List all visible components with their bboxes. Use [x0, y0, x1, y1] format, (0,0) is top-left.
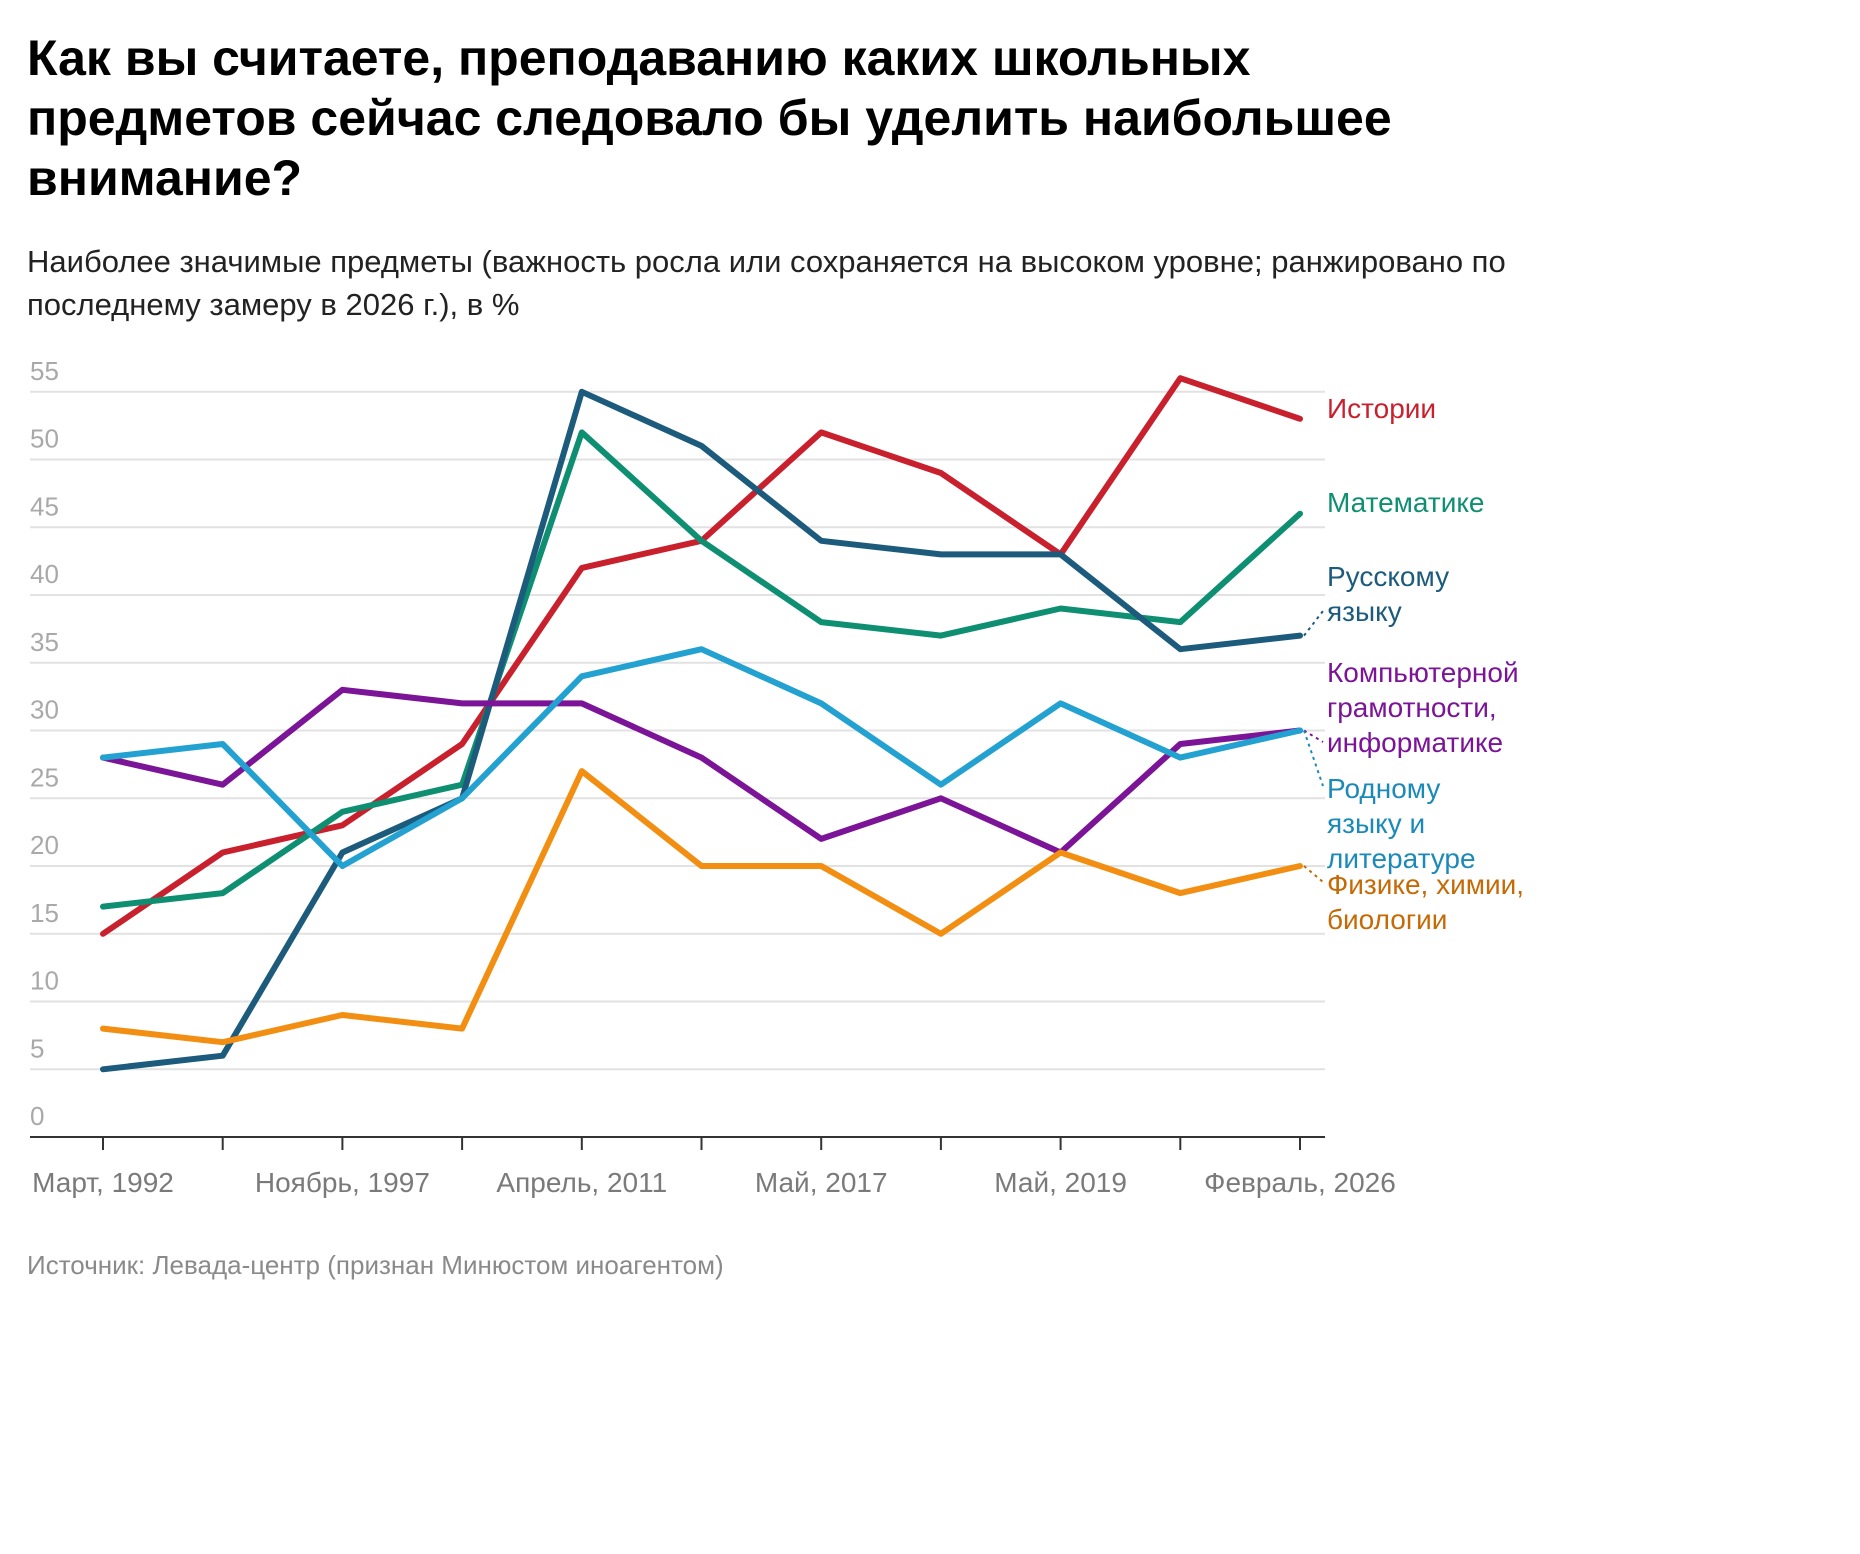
y-axis-ticks: 0 5 10 15 20 25 30 35 40 45 50 55 [30, 356, 59, 1131]
series-line [100, 646, 1303, 869]
series-labels: Истории Математике Русскому языку Компьютерн… [1327, 393, 1524, 935]
chart-subtitle: Наиболее значимые предметы (важность рос… [27, 244, 1506, 322]
y-tick-label: 50 [30, 424, 59, 454]
series-line [100, 686, 1303, 856]
y-tick-label: 5 [30, 1033, 44, 1063]
x-tick-label: Ноябрь, 1997 [255, 1167, 430, 1198]
x-tick-label: Март, 1992 [32, 1167, 174, 1198]
chart-title: Как вы считаете, преподаванию каких школ… [27, 30, 1392, 206]
label-leader [1303, 865, 1324, 883]
series-line [100, 429, 1303, 910]
label-leader [1303, 610, 1324, 637]
series-label: Физике, химии, биологии [1327, 869, 1524, 935]
series-line [100, 768, 1303, 1046]
source-note: Источник: Левада-центр (признан Минюстом… [27, 1250, 724, 1280]
y-tick-label: 15 [30, 898, 59, 928]
y-tick-label: 20 [30, 830, 59, 860]
x-axis-ticks: Март, 1992 Ноябрь, 1997 Апрель, 2011 Май, 2… [32, 1167, 1396, 1198]
label-leader [1303, 729, 1324, 743]
line-chart: 0 5 10 15 20 25 30 35 40 45 50 55 Март, 1992 Ноябрь,… [30, 356, 1524, 1198]
y-tick-label: 35 [30, 627, 59, 657]
y-tick-label: 45 [30, 491, 59, 521]
series-label: Истории [1327, 393, 1436, 424]
series-label: Русскому языку [1327, 561, 1449, 627]
series-label: Родному языку и литературе [1327, 773, 1476, 874]
label-leaders [1303, 610, 1324, 883]
y-tick-label: 0 [30, 1101, 44, 1131]
x-axis [30, 1136, 1325, 1150]
series-label: Компьютерной грамотности, информатике [1327, 657, 1519, 758]
label-leader [1303, 730, 1324, 787]
series-line [100, 388, 1303, 1073]
grid-lines [30, 390, 1325, 1071]
y-tick-label: 30 [30, 695, 59, 725]
x-tick-label: Май, 2019 [994, 1167, 1127, 1198]
x-tick-label: Февраль, 2026 [1204, 1167, 1396, 1198]
y-tick-label: 55 [30, 356, 59, 386]
x-tick-label: Апрель, 2011 [496, 1167, 667, 1198]
series-lines [100, 375, 1303, 1073]
series-label: Математике [1327, 487, 1485, 518]
y-tick-label: 25 [30, 762, 59, 792]
y-tick-label: 10 [30, 966, 59, 996]
x-tick-label: Май, 2017 [755, 1167, 888, 1198]
y-tick-label: 40 [30, 559, 59, 589]
